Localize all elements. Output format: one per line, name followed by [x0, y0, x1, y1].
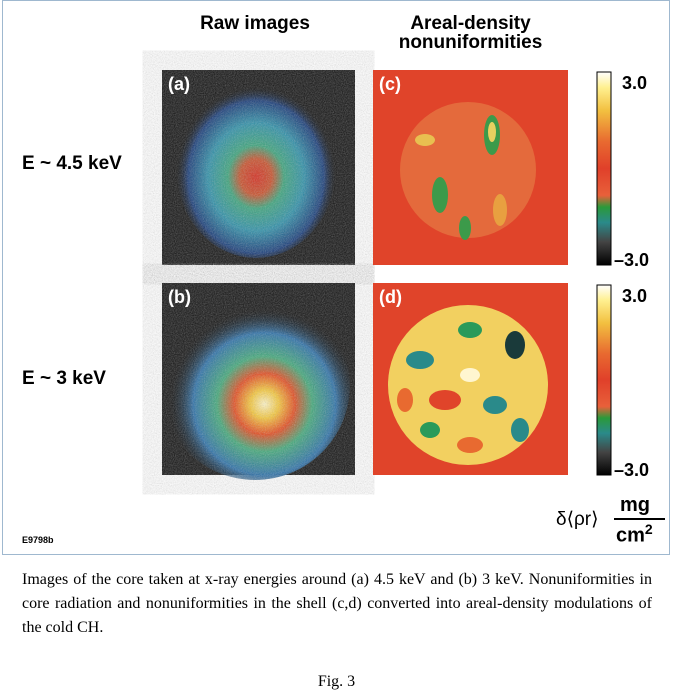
unit-symbol: δ⟨ρr⟩: [556, 509, 599, 530]
caption: Images of the core taken at x-ray energi…: [22, 571, 652, 636]
image-c-blobs: [400, 102, 536, 240]
figure-code: E9798b: [22, 535, 54, 545]
figure-art: [160, 70, 665, 520]
colorbar-min: –3.0: [614, 250, 650, 270]
column-header: Raw images: [200, 13, 310, 34]
unit-exponent: 2: [644, 521, 653, 537]
unit-numerator: mg: [620, 494, 650, 516]
colorbar: [596, 71, 612, 266]
colorbar-max: 3.0: [622, 286, 648, 306]
colorbar-max: 3.0: [622, 73, 648, 93]
colorbar-min: –3.0: [614, 460, 650, 480]
image-b-noise: [162, 283, 355, 475]
panel-label: (d): [379, 287, 402, 307]
row-label: E ~ 3 keV: [22, 368, 106, 389]
image-d-blobs: [388, 305, 548, 465]
panel-label: (a): [168, 74, 190, 94]
panel-label: (b): [168, 287, 191, 307]
colorbar: [596, 284, 612, 476]
panel-label: (c): [379, 74, 401, 94]
row-label: E ~ 4.5 keV: [22, 153, 122, 174]
column-header: Areal-density nonuniformities: [398, 13, 543, 53]
unit-base: cm: [616, 524, 645, 547]
image-a-noise: [162, 70, 355, 265]
figure-frame: [2, 0, 670, 555]
unit-denominator: cm2: [616, 521, 653, 548]
figure-label: Fig. 3: [317, 673, 356, 690]
